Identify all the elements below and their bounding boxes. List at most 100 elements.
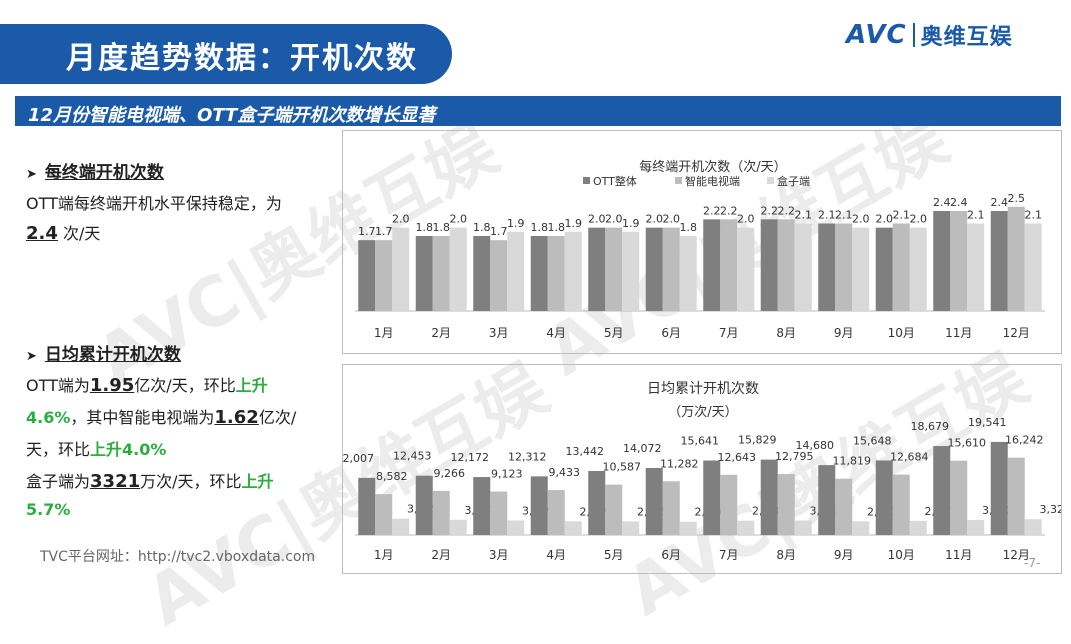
bar bbox=[1024, 519, 1042, 535]
bar bbox=[875, 227, 893, 311]
page-number: -7- bbox=[1024, 556, 1041, 570]
data-label: 15,610 bbox=[948, 437, 987, 450]
x-tick-label: 11月 bbox=[945, 548, 972, 562]
data-label: 14,072 bbox=[623, 442, 662, 455]
arrow-bullet-icon: ➤ bbox=[26, 349, 37, 364]
chart-daily-total-opens: 日均累计开机次数（万次/天）12,0078,5823,4251月12,4539,… bbox=[336, 381, 1071, 562]
data-label: 2.4 bbox=[933, 196, 951, 209]
data-label: 2.0 bbox=[663, 213, 681, 226]
legend-swatch bbox=[583, 177, 590, 184]
text-fragment: 天，环比 bbox=[26, 440, 91, 459]
bar bbox=[892, 474, 910, 535]
bar bbox=[737, 520, 755, 535]
growth-text: 上升 bbox=[235, 376, 268, 395]
data-label: 2.0 bbox=[646, 213, 664, 226]
data-label: 2.0 bbox=[876, 213, 894, 226]
legend-swatch bbox=[675, 177, 682, 184]
bar bbox=[588, 227, 606, 311]
bar bbox=[892, 223, 910, 311]
bar bbox=[818, 465, 836, 535]
data-label: 1.9 bbox=[565, 217, 583, 230]
text-fragment: 亿次/ bbox=[258, 408, 297, 427]
data-label: 1.8 bbox=[473, 221, 491, 234]
bar bbox=[950, 211, 968, 311]
data-label: 2.0 bbox=[392, 213, 410, 226]
bar bbox=[852, 227, 870, 311]
per-device-value: 2.4 bbox=[26, 223, 58, 244]
data-label: 9,266 bbox=[434, 467, 466, 480]
bar bbox=[703, 460, 721, 535]
data-label: 15,829 bbox=[738, 434, 777, 447]
legend-label: OTT整体 bbox=[593, 174, 637, 188]
chart-subtitle: （万次/天） bbox=[668, 404, 737, 420]
text-fragment: 亿次/天，环比 bbox=[134, 376, 236, 395]
data-label: 12,172 bbox=[451, 451, 490, 464]
x-tick-label: 12月 bbox=[1003, 548, 1030, 562]
data-label: 8,582 bbox=[376, 470, 408, 483]
growth-text: 上升 bbox=[241, 472, 274, 491]
bar bbox=[909, 227, 927, 311]
page-title: 月度趋势数据：开机次数 bbox=[66, 41, 418, 76]
logo-avc-text: AVC bbox=[846, 20, 907, 50]
data-label: 1.8 bbox=[531, 221, 549, 234]
data-label: 13,442 bbox=[566, 445, 605, 458]
section-heading-per-device: ➤ 每终端开机次数 bbox=[26, 158, 164, 183]
chart-panel-daily-total: 日均累计开机次数（万次/天）12,0078,5823,4251月12,4539,… bbox=[336, 364, 1071, 574]
data-label: 9,123 bbox=[491, 468, 523, 481]
bar bbox=[358, 240, 376, 311]
bar bbox=[794, 223, 812, 311]
bar bbox=[375, 240, 393, 311]
bar bbox=[449, 227, 467, 311]
bar bbox=[967, 520, 985, 535]
bar bbox=[933, 211, 951, 311]
footer-url: TVC平台网址：http://tvc2.vboxdata.com bbox=[40, 549, 316, 565]
data-label: 1.8 bbox=[548, 221, 566, 234]
bar bbox=[645, 227, 663, 311]
bar bbox=[564, 521, 582, 535]
x-tick-label: 6月 bbox=[661, 548, 681, 562]
section-heading-daily-total: ➤ 日均累计开机次数 bbox=[26, 340, 181, 365]
data-label: 18,679 bbox=[911, 420, 950, 433]
text-fragment: ，其中智能电视端为 bbox=[70, 408, 215, 427]
x-tick-label: 7月 bbox=[719, 326, 739, 340]
bar bbox=[875, 460, 893, 535]
data-label: 2.4 bbox=[950, 196, 968, 209]
x-tick-label: 3月 bbox=[489, 548, 509, 562]
data-label: 11,282 bbox=[660, 457, 699, 470]
bar bbox=[950, 460, 968, 535]
bar bbox=[835, 478, 853, 535]
data-label: 12,007 bbox=[343, 452, 374, 465]
x-tick-label: 6月 bbox=[661, 326, 681, 340]
data-label: 15,641 bbox=[681, 435, 720, 448]
legend-label: 盒子端 bbox=[777, 174, 810, 188]
legend-swatch bbox=[767, 177, 774, 184]
page-subtitle: 12月份智能电视端、OTT盒子端开机次数增长显著 bbox=[28, 105, 436, 126]
bar bbox=[473, 236, 491, 311]
x-tick-label: 7月 bbox=[719, 548, 739, 562]
subtitle-banner bbox=[15, 96, 1061, 126]
bar bbox=[818, 223, 836, 311]
data-label: 2.1 bbox=[967, 209, 985, 222]
bar bbox=[564, 231, 582, 311]
x-tick-label: 9月 bbox=[834, 326, 854, 340]
title-banner bbox=[0, 24, 452, 84]
brand-logo: AVC 奥维互娱 bbox=[846, 18, 1013, 52]
data-label: 2.0 bbox=[737, 213, 755, 226]
data-label: 12,453 bbox=[393, 450, 432, 463]
bar bbox=[933, 446, 951, 535]
data-label: 12,643 bbox=[718, 451, 757, 464]
data-label: 19,541 bbox=[968, 416, 1007, 429]
logo-divider bbox=[912, 23, 915, 47]
x-tick-label: 4月 bbox=[546, 326, 566, 340]
bar bbox=[530, 236, 548, 311]
x-tick-label: 5月 bbox=[604, 548, 624, 562]
data-label: 14,680 bbox=[796, 439, 835, 452]
bar bbox=[1024, 223, 1042, 311]
bar bbox=[760, 459, 778, 535]
data-label: 2.0 bbox=[588, 213, 606, 226]
arrow-bullet-icon: ➤ bbox=[26, 167, 37, 182]
data-label: 15,648 bbox=[853, 434, 892, 447]
data-label: 1.8 bbox=[416, 221, 434, 234]
data-label: 2.1 bbox=[795, 209, 813, 222]
x-tick-label: 10月 bbox=[888, 548, 915, 562]
